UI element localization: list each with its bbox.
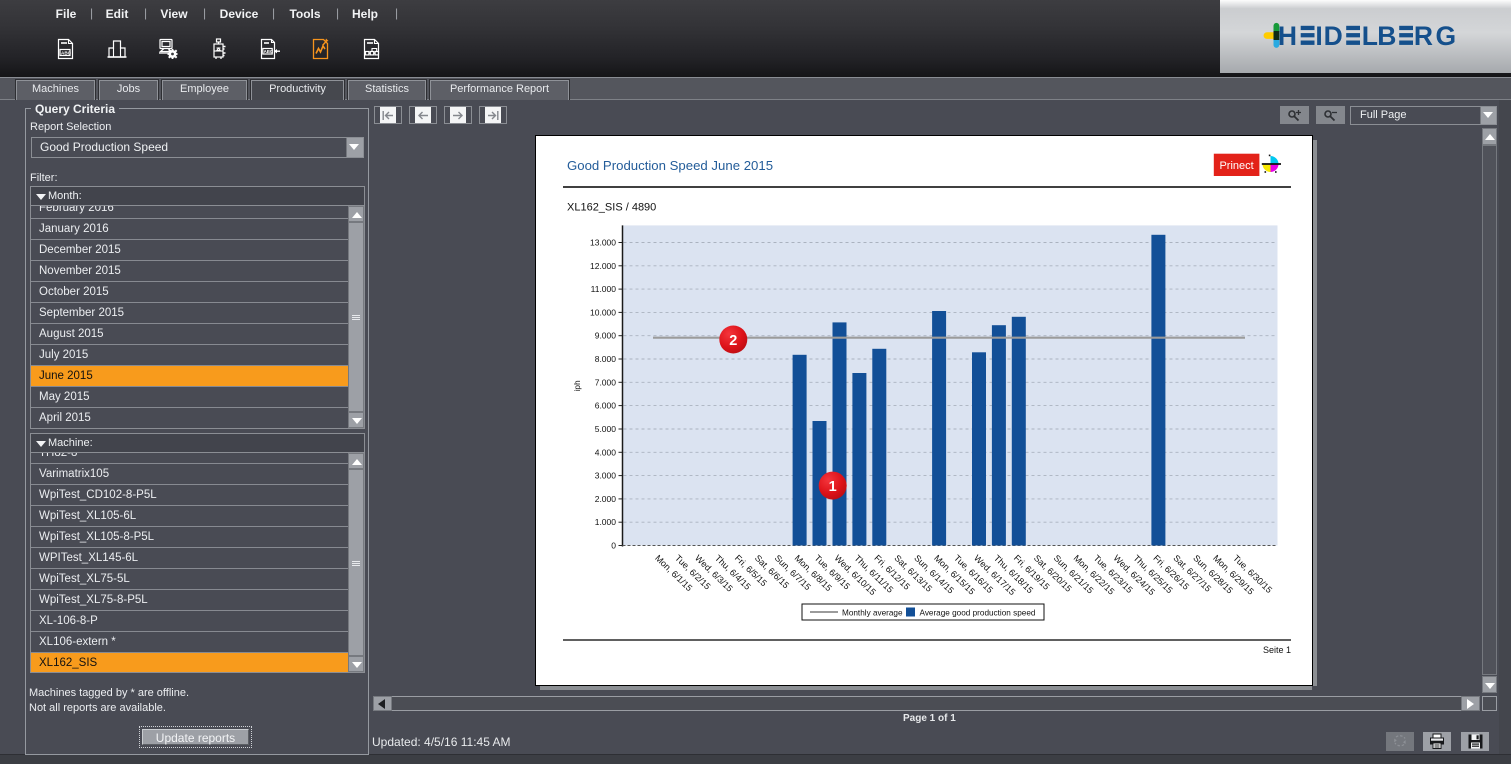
svg-text:2: 2 [729,333,737,349]
svg-text:Monthly average: Monthly average [842,609,903,618]
svg-text:4.000: 4.000 [595,447,617,457]
svg-text:2.000: 2.000 [595,494,617,504]
svg-text:Prinect: Prinect [1219,160,1253,172]
svg-text:3.000: 3.000 [595,471,617,481]
svg-text:B: B [1377,21,1396,51]
svg-text:10.000: 10.000 [590,307,616,317]
svg-text:1.000: 1.000 [595,517,617,527]
svg-text:12.000: 12.000 [590,261,616,271]
svg-text:Seite 1: Seite 1 [1263,645,1291,655]
svg-text:ABC: ABC [264,49,274,54]
svg-text:5.000: 5.000 [595,424,617,434]
svg-text:R: R [1414,21,1433,51]
svg-text:8.000: 8.000 [595,354,617,364]
svg-text:6.000: 6.000 [595,401,617,411]
svg-text:11.000: 11.000 [591,284,617,294]
svg-text:Good Production Speed June 201: Good Production Speed June 2015 [567,158,773,173]
svg-text:9.000: 9.000 [595,331,617,341]
svg-text:L: L [1362,21,1378,51]
svg-text:iph: iph [572,380,582,392]
svg-text:Average good production speed: Average good production speed [920,609,1036,618]
svg-text:13.000: 13.000 [590,238,616,248]
svg-text:1: 1 [829,479,837,495]
svg-text:I: I [1315,21,1322,51]
svg-text:0: 0 [611,541,616,551]
svg-text:XL162_SIS / 4890: XL162_SIS / 4890 [567,202,656,214]
svg-text:ABC: ABC [61,50,72,55]
svg-text:D: D [1324,21,1343,51]
svg-text:H: H [1278,21,1297,51]
svg-text:G: G [1436,21,1457,51]
svg-text:7.000: 7.000 [595,377,617,387]
